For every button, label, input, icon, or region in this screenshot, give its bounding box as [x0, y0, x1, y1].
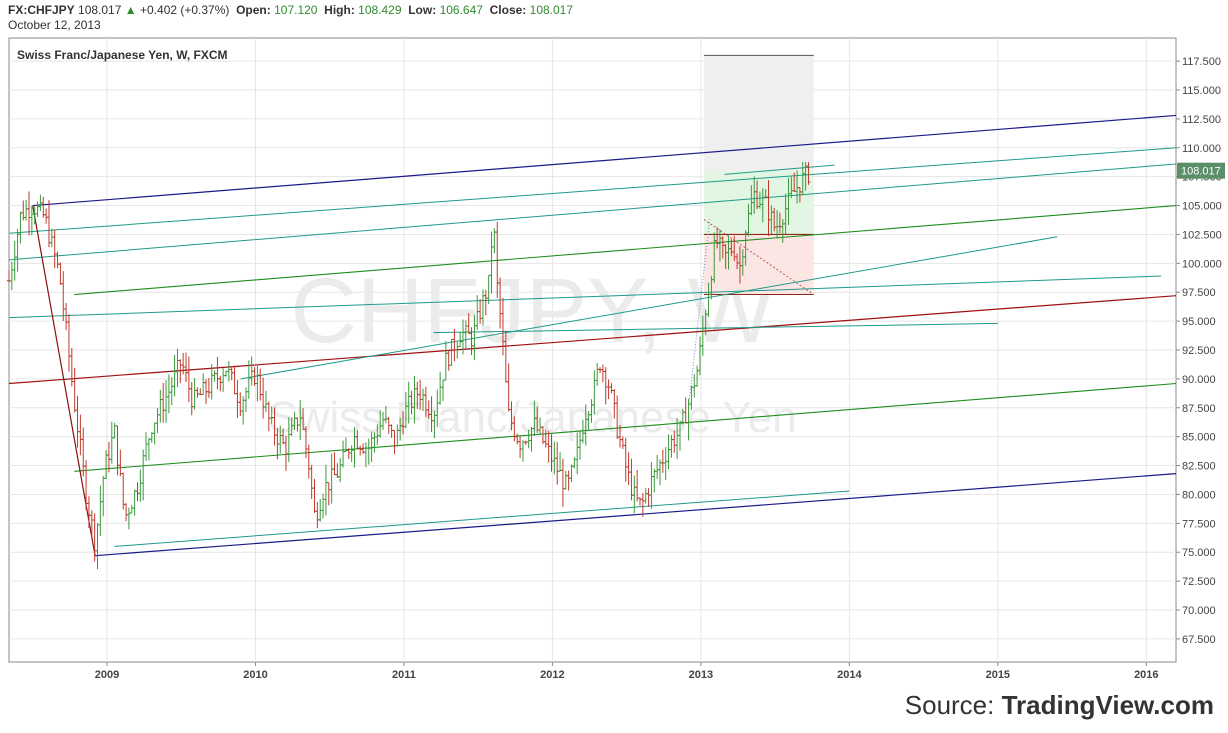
y-tick-label: 110.000: [1182, 143, 1221, 155]
x-tick-label: 2013: [689, 669, 713, 681]
channel-teal-line: [8, 147, 1177, 234]
channel-teal-line: [240, 236, 1058, 380]
price-change: +0.402 (+0.37%): [140, 3, 230, 17]
y-tick-label: 72.500: [1182, 576, 1216, 588]
x-tick-label: 2014: [837, 669, 862, 681]
y-tick-label: 97.500: [1182, 287, 1216, 299]
watermark-name: Swiss Franc/Japanese Yen: [268, 393, 796, 442]
symbol-header: FX:CHFJPY 108.017 ▲ +0.402 (+0.37%) Open…: [8, 2, 573, 18]
y-tick-label: 75.000: [1182, 547, 1216, 559]
source-credit: Source: TradingView.com: [905, 690, 1214, 721]
y-tick-label: 87.500: [1182, 403, 1216, 415]
channel-teal-line: [114, 490, 850, 547]
projection-dotted-path: [688, 218, 711, 403]
x-tick-label: 2011: [392, 669, 416, 681]
chart-date: October 12, 2013: [8, 18, 101, 32]
projection-gray-zone: [703, 55, 814, 171]
x-tick-label: 2012: [540, 669, 564, 681]
y-tick-label: 115.000: [1182, 85, 1221, 97]
y-tick-label: 105.000: [1182, 201, 1222, 213]
y-tick-label: 67.500: [1182, 634, 1216, 646]
y-tick-label: 82.500: [1182, 461, 1216, 473]
y-tick-label: 95.000: [1182, 316, 1216, 328]
up-triangle-icon: ▲: [124, 3, 137, 17]
close-label: Close:: [489, 3, 527, 17]
y-tick-label: 100.000: [1182, 258, 1222, 270]
high-value: 108.429: [358, 3, 402, 17]
close-value: 108.017: [529, 3, 574, 17]
low-value: 106.647: [439, 3, 483, 17]
high-label: High:: [324, 3, 355, 17]
y-tick-label: 90.000: [1182, 374, 1216, 386]
y-tick-label: 92.500: [1182, 345, 1216, 357]
channel-lower-line: [95, 473, 1177, 557]
x-tick-label: 2009: [95, 669, 119, 681]
channel-teal-line: [433, 322, 998, 334]
chart-title: Swiss Franc/Japanese Yen, W, FXCM: [17, 48, 228, 62]
x-tick-label: 2016: [1134, 669, 1158, 681]
x-tick-label: 2010: [243, 669, 267, 681]
projection-red-zone: [703, 234, 814, 295]
y-tick-label: 112.500: [1182, 114, 1221, 126]
source-prefix: Source:: [904, 690, 1002, 720]
last-price: 108.017: [78, 3, 122, 17]
y-tick-label: 102.500: [1182, 229, 1222, 241]
channel-median-line: [8, 295, 1177, 385]
channel-teal-line: [724, 164, 835, 175]
y-tick-label: 80.000: [1182, 489, 1216, 501]
channel-lower-quarter-line: [74, 382, 1177, 472]
channel-upper-quarter-line: [74, 205, 1177, 296]
y-tick-label: 77.500: [1182, 518, 1216, 530]
watermark-symbol: CHFJPY, W: [291, 260, 775, 362]
symbol-name: FX:CHFJPY: [8, 3, 75, 17]
source-brand[interactable]: TradingView.com: [1001, 690, 1214, 720]
y-tick-label: 85.000: [1182, 432, 1216, 444]
trend-anchor-line: [32, 205, 96, 556]
last-price-badge: [1177, 162, 1225, 179]
channel-teal-line: [8, 275, 1162, 319]
y-tick-label: 70.000: [1182, 605, 1216, 617]
channel-upper-line: [32, 114, 1177, 207]
channel-teal-line: [8, 163, 1177, 261]
open-value: 107.120: [274, 3, 318, 17]
open-label: Open:: [236, 3, 271, 17]
x-tick-label: 2015: [986, 669, 1010, 681]
last-price-label: 108.017: [1181, 166, 1221, 178]
low-label: Low:: [408, 3, 437, 17]
y-tick-label: 117.500: [1182, 56, 1221, 68]
